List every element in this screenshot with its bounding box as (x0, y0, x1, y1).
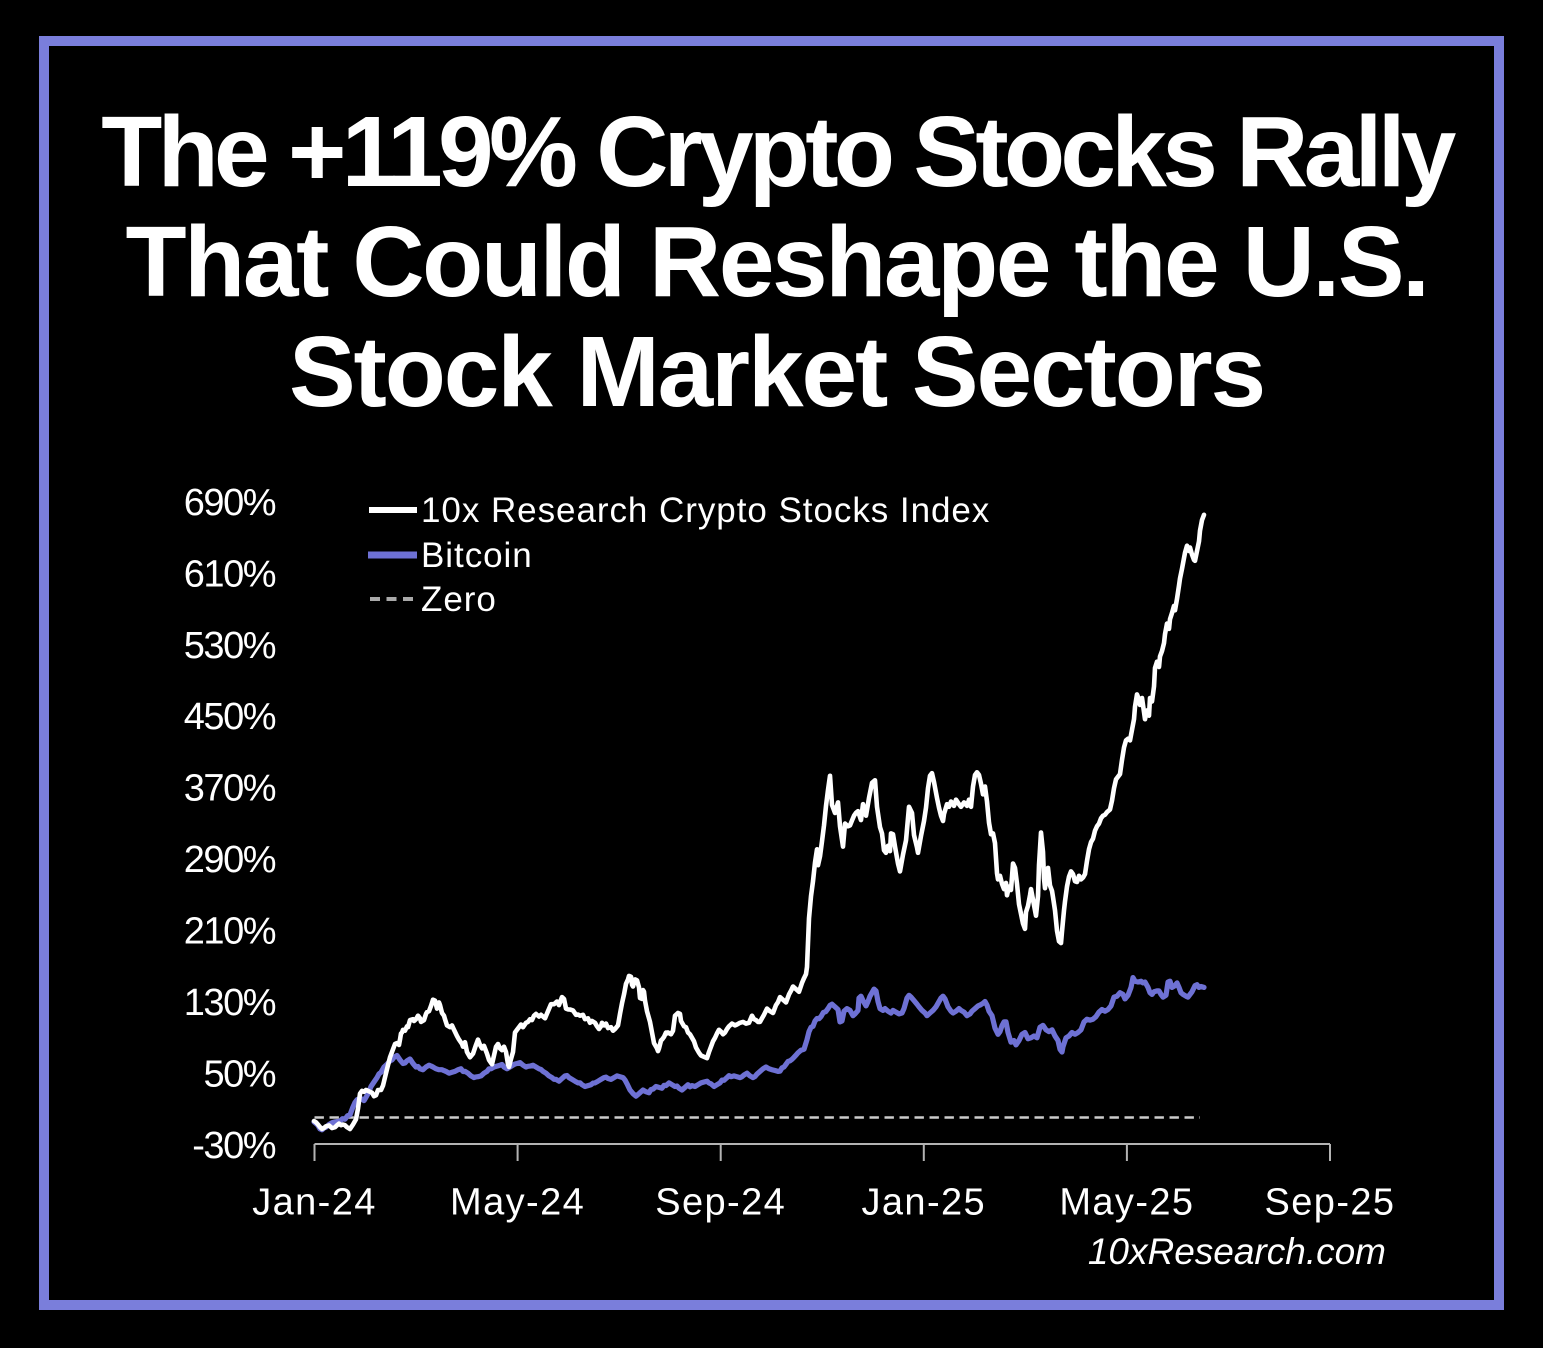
svg-text:690%: 690% (184, 482, 276, 524)
svg-text:370%: 370% (184, 768, 276, 810)
svg-text:Jan-25: Jan-25 (862, 1182, 987, 1224)
svg-text:10xResearch.com: 10xResearch.com (1088, 1231, 1386, 1272)
svg-text:130%: 130% (184, 982, 276, 1024)
svg-text:50%: 50% (203, 1053, 275, 1095)
svg-text:450%: 450% (184, 696, 276, 738)
svg-text:May-25: May-25 (1059, 1182, 1194, 1224)
svg-text:290%: 290% (184, 839, 276, 881)
svg-text:610%: 610% (184, 553, 276, 595)
svg-text:Zero: Zero (421, 580, 497, 619)
svg-text:Bitcoin: Bitcoin (421, 536, 533, 575)
svg-text:May-24: May-24 (450, 1182, 585, 1224)
svg-text:-30%: -30% (192, 1125, 275, 1167)
svg-text:Jan-24: Jan-24 (252, 1182, 377, 1224)
svg-text:Sep-24: Sep-24 (655, 1182, 786, 1224)
svg-text:Sep-25: Sep-25 (1265, 1182, 1396, 1224)
svg-text:10x Research Crypto Stocks Ind: 10x Research Crypto Stocks Index (421, 491, 990, 530)
svg-text:210%: 210% (184, 911, 276, 953)
svg-text:530%: 530% (184, 625, 276, 667)
